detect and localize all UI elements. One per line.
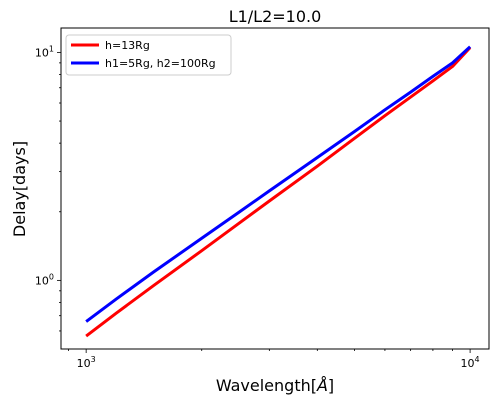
plot-area bbox=[85, 45, 472, 338]
legend-box bbox=[65, 34, 232, 76]
axis-ticks: 103 104 100 101 bbox=[35, 44, 480, 370]
x-tick-label-1: 104 bbox=[461, 355, 480, 370]
x-axis-label-text: Wavelength[ bbox=[216, 376, 317, 395]
y-tick-label-0: 100 bbox=[35, 272, 54, 287]
chart-title: L1/L2=10.0 bbox=[229, 7, 322, 26]
y-axis-label: Delay[days] bbox=[10, 141, 29, 237]
x-tick-label-0: 103 bbox=[77, 355, 96, 370]
x-axis-label-unit: Å bbox=[316, 376, 328, 395]
y-tick-label-1: 101 bbox=[35, 44, 54, 59]
x-axis-label-close: ] bbox=[328, 376, 334, 395]
legend-label-series-0: h=13Rg bbox=[105, 39, 150, 52]
series-line-1 bbox=[85, 45, 472, 323]
plot-frame bbox=[60, 27, 490, 350]
x-axis-label: Wavelength[Å] bbox=[216, 376, 334, 395]
series-line-0 bbox=[85, 46, 472, 338]
legend: h=13Rg h1=5Rg, h2=100Rg bbox=[65, 34, 232, 76]
legend-label-series-1: h1=5Rg, h2=100Rg bbox=[105, 57, 216, 70]
